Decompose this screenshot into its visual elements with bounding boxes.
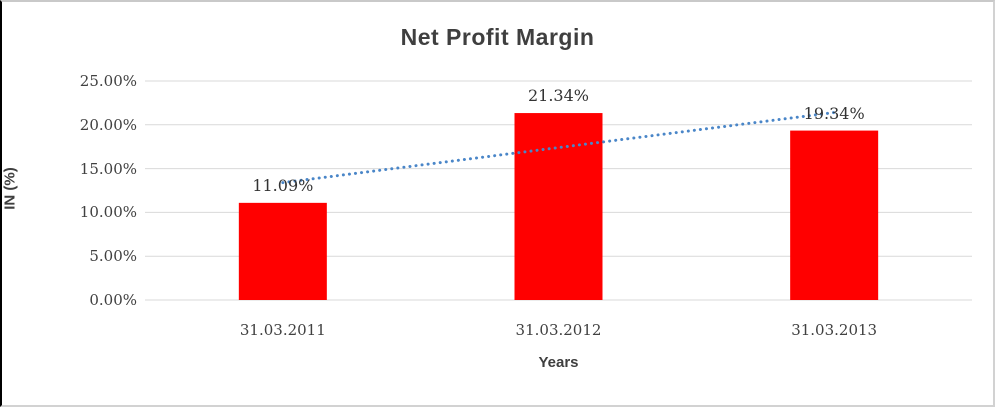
x-axis-tick-label: 31.03.2012 [515,321,602,339]
bar-31.03.2012 [514,113,603,300]
y-axis-tick-label: 5.00% [89,247,137,266]
chart-title: Net Profit Margin [400,24,595,50]
data-label: 21.34% [527,86,589,106]
y-axis-tick-label: 15.00% [79,159,137,178]
data-label: 19.34% [803,103,865,123]
y-axis-tick-label: 0.00% [89,291,137,309]
bar-31.03.2011 [238,202,327,300]
trendline [281,111,836,185]
y-axis-tick-label: 10.00% [79,203,137,222]
y-axis-title: IN (%) [1,167,19,210]
x-axis-tick-label: 31.03.2013 [791,321,878,339]
x-axis-tick-label: 31.03.2011 [239,321,326,339]
bar-31.03.2013 [790,130,879,300]
y-axis-tick-label: 20.00% [79,115,137,134]
data-label: 11.09% [252,175,314,195]
y-axis-tick-label: 25.00% [79,72,137,90]
x-axis-title: Years [538,354,579,371]
